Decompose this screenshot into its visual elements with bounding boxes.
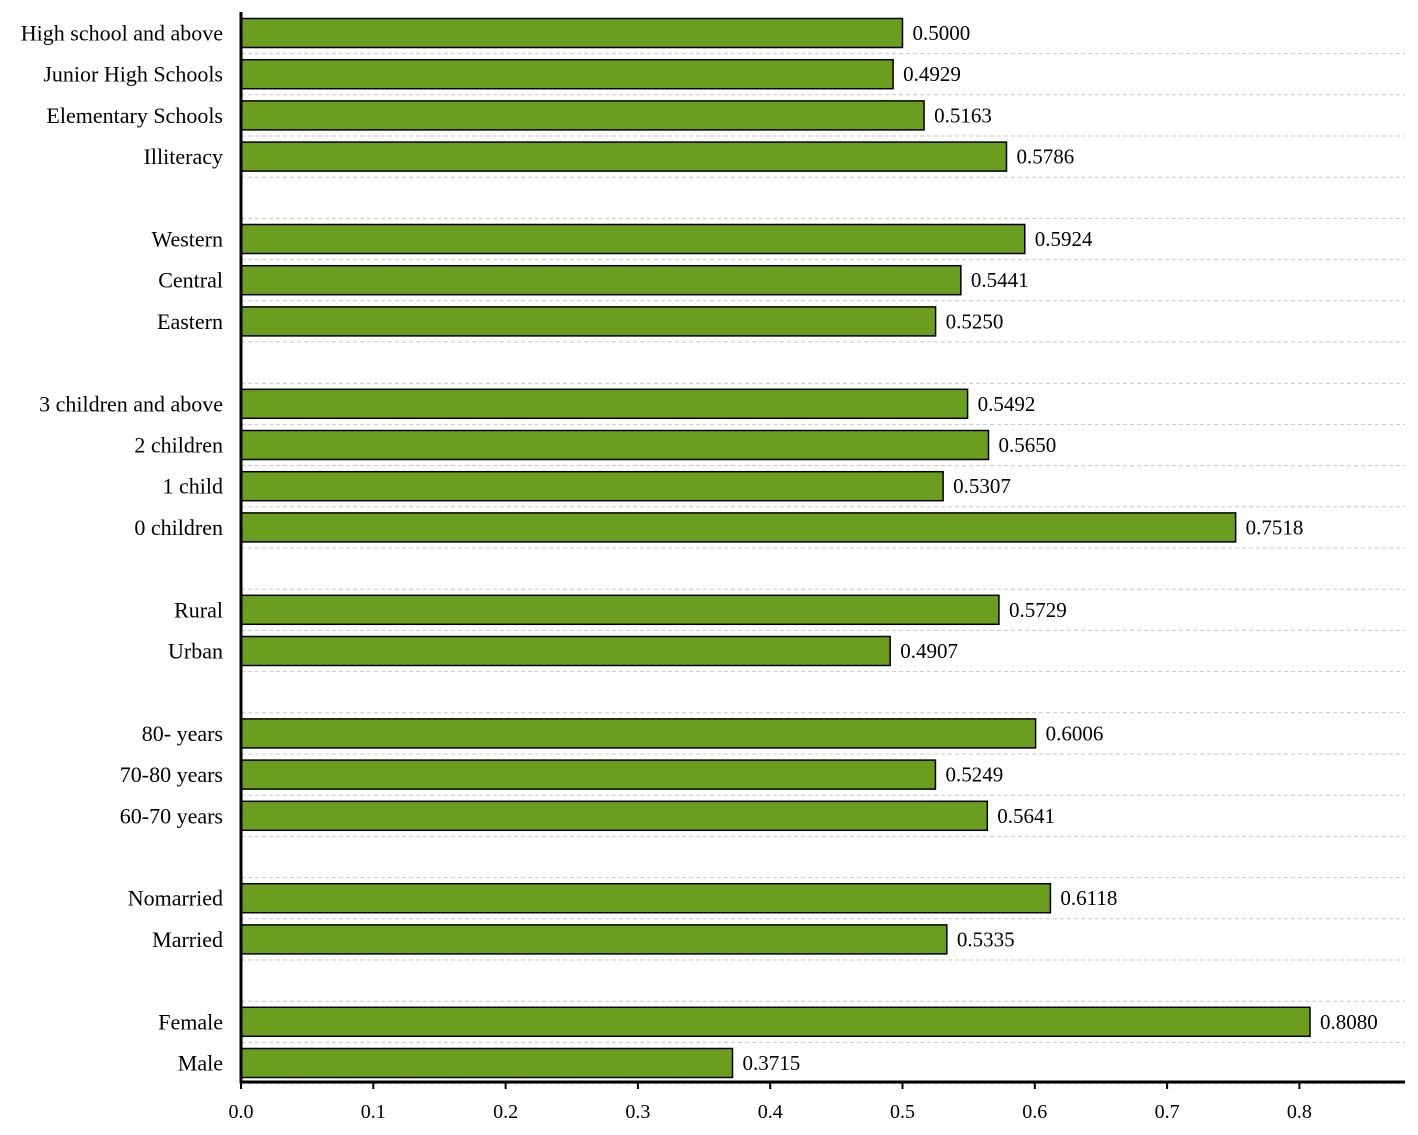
category-label: Nomarried: [128, 886, 223, 911]
data-label: 0.5924: [1035, 227, 1093, 251]
category-label: Rural: [174, 597, 223, 622]
bar: [240, 594, 1000, 626]
data-label: 0.5249: [945, 763, 1003, 787]
category-label: Junior High Schools: [43, 62, 223, 87]
x-tick-label: 0.1: [361, 1101, 386, 1123]
x-tick-label: 0.5: [890, 1101, 915, 1123]
data-label: 0.3715: [742, 1051, 800, 1075]
category-label: 80- years: [142, 721, 223, 746]
category-label: Western: [151, 227, 223, 252]
x-tick-label: 0.0: [229, 1101, 254, 1123]
bar: [240, 223, 1026, 255]
category-label: Urban: [168, 639, 223, 664]
bar: [240, 718, 1037, 749]
bar: [240, 924, 948, 955]
category-label: 2 children: [134, 433, 223, 458]
category-label: 1 child: [163, 474, 224, 499]
data-label: 0.6118: [1060, 886, 1117, 910]
data-label: 0.5492: [978, 392, 1036, 416]
x-tick-label: 0.8: [1287, 1101, 1312, 1123]
bar: [240, 264, 962, 296]
data-label: 0.8080: [1320, 1010, 1378, 1034]
data-label: 0.5335: [957, 927, 1015, 951]
category-label: Married: [152, 927, 223, 952]
category-label: 60-70 years: [120, 803, 223, 828]
data-label: 0.4907: [900, 639, 958, 663]
bar: [240, 306, 937, 337]
bars: [240, 17, 1311, 1079]
category-label: Male: [178, 1051, 223, 1076]
bar: [240, 882, 1052, 914]
category-label: 3 children and above: [39, 391, 223, 416]
category-label: Female: [158, 1009, 223, 1034]
bar: [240, 1047, 734, 1079]
x-tick-label: 0.7: [1155, 1101, 1180, 1123]
category-label: Eastern: [157, 309, 223, 334]
bar: [240, 17, 904, 49]
x-tick-label: 0.4: [758, 1101, 783, 1123]
axes: [239, 12, 1405, 1084]
category-label: 0 children: [134, 515, 223, 540]
bar: [240, 800, 989, 832]
data-label: 0.5441: [971, 268, 1029, 292]
data-label: 0.5000: [913, 21, 971, 45]
data-label: 0.5786: [1016, 145, 1074, 169]
x-tick-label: 0.6: [1022, 1101, 1047, 1123]
bar: [240, 429, 990, 461]
bar: [240, 388, 969, 420]
category-label: Illiteracy: [144, 144, 223, 169]
data-label: 0.5650: [998, 433, 1056, 457]
data-label: 0.5163: [934, 103, 992, 127]
data-label: 0.5729: [1009, 598, 1067, 622]
x-tick-label: 0.2: [493, 1101, 518, 1123]
data-label: 0.5641: [997, 804, 1055, 828]
category-labels: High school and above Junior High Schools…: [21, 21, 223, 1076]
bar: [240, 141, 1008, 172]
data-label: 0.7518: [1246, 515, 1304, 539]
data-label: 0.4929: [903, 62, 961, 86]
data-label: 0.5307: [953, 474, 1011, 498]
category-label: High school and above: [21, 21, 223, 46]
bar: [240, 100, 925, 131]
bar: [240, 58, 894, 90]
x-tick-labels: 0.0 0.1 0.2 0.3 0.4 0.5 0.6 0.7 0.8: [229, 1082, 1312, 1123]
data-label: 0.6006: [1046, 721, 1104, 745]
category-label: Central: [158, 268, 223, 293]
bar: [240, 512, 1237, 543]
category-label: Elementary Schools: [46, 103, 223, 128]
bar: [240, 1006, 1311, 1038]
data-label: 0.5250: [946, 309, 1004, 333]
grid-lines: [241, 53, 1405, 1085]
bar: [240, 759, 937, 790]
x-tick-label: 0.3: [625, 1101, 650, 1123]
bar: [240, 470, 944, 502]
bar: [240, 635, 891, 667]
category-label: 70-80 years: [120, 762, 223, 787]
